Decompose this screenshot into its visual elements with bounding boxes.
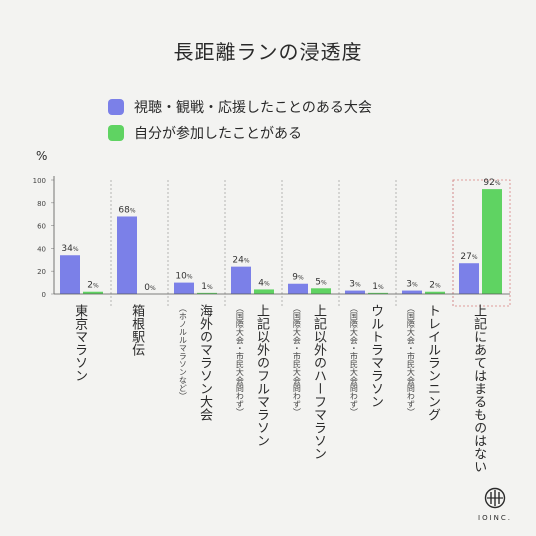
legend-label-watched: 視聴・観戦・応援したことのある大会 xyxy=(134,100,372,116)
category-sublabel: （国際大会・市民大会問わず） xyxy=(292,304,301,416)
category-sublabel: （ホノルルマラソンなど） xyxy=(178,304,187,400)
bar xyxy=(368,292,388,294)
data-label: 1% xyxy=(372,282,384,292)
category-label: 上記以外のハーフマラソン xyxy=(311,304,327,460)
category-sublabel: （国際大会・市民大会問わず） xyxy=(406,304,415,416)
data-label: 5% xyxy=(315,277,327,287)
data-label: 10% xyxy=(175,272,192,282)
category-label: 東京マラソン xyxy=(72,303,88,382)
data-label: 1% xyxy=(201,282,213,292)
bar xyxy=(254,289,274,294)
brand-logo-icon xyxy=(484,487,506,509)
legend: 視聴・観戦・応援したことのある大会 自分が参加したことがある xyxy=(108,94,372,146)
bar xyxy=(425,291,445,294)
bar xyxy=(288,283,308,294)
bar xyxy=(197,292,217,294)
bar xyxy=(174,282,194,294)
brand-name: IOINC. xyxy=(478,514,512,522)
bar xyxy=(345,290,365,294)
bar xyxy=(117,216,137,294)
bar xyxy=(402,290,422,294)
legend-swatch-watched xyxy=(108,99,124,115)
data-label: 92% xyxy=(483,178,500,188)
data-label: 2% xyxy=(87,281,99,291)
bar xyxy=(60,255,80,294)
legend-label-participated: 自分が参加したことがある xyxy=(134,126,302,142)
category-sublabel: （国際大会・市民大会問わず） xyxy=(349,304,358,416)
bar xyxy=(311,288,331,294)
legend-swatch-participated xyxy=(108,125,124,141)
category-label: 箱根駅伝 xyxy=(129,303,145,356)
data-label: 0% xyxy=(144,283,156,293)
bar xyxy=(482,189,502,294)
legend-item-participated: 自分が参加したことがある xyxy=(108,120,372,146)
brand-logo: IOINC. xyxy=(478,487,512,522)
highlight-box xyxy=(452,179,511,307)
category-label: トレイルランニング xyxy=(425,304,441,421)
data-label: 3% xyxy=(349,280,361,290)
bar xyxy=(459,263,479,294)
legend-item-watched: 視聴・観戦・応援したことのある大会 xyxy=(108,94,372,120)
data-label: 68% xyxy=(118,205,135,215)
category-label: 上記にあてはまるものはない xyxy=(471,304,487,473)
category-label: 海外のマラソン大会 xyxy=(197,304,213,421)
category-sublabel: （国際大会・市民大会問わず） xyxy=(235,304,244,416)
category-label: 上記以外のフルマラソン xyxy=(254,304,270,447)
data-label: 2% xyxy=(429,281,441,291)
y-tick-label: 100 xyxy=(33,177,46,185)
data-label: 3% xyxy=(406,280,418,290)
bar xyxy=(83,291,103,294)
y-tick-label: 0 xyxy=(42,291,46,299)
data-label: 9% xyxy=(292,273,304,283)
y-tick-label: 60 xyxy=(37,223,46,231)
y-tick-label: 80 xyxy=(37,200,46,208)
category-label: ウルトラマラソン xyxy=(368,304,383,408)
bar xyxy=(231,266,251,294)
data-label: 34% xyxy=(61,244,78,254)
y-axis-unit: % xyxy=(36,149,48,163)
data-label: 24% xyxy=(232,256,249,266)
y-tick-label: 20 xyxy=(37,268,46,276)
data-label: 4% xyxy=(258,278,270,288)
chart-title: 長距離ランの浸透度 xyxy=(173,40,363,64)
data-label: 27% xyxy=(460,252,477,262)
y-tick-label: 40 xyxy=(37,245,46,253)
